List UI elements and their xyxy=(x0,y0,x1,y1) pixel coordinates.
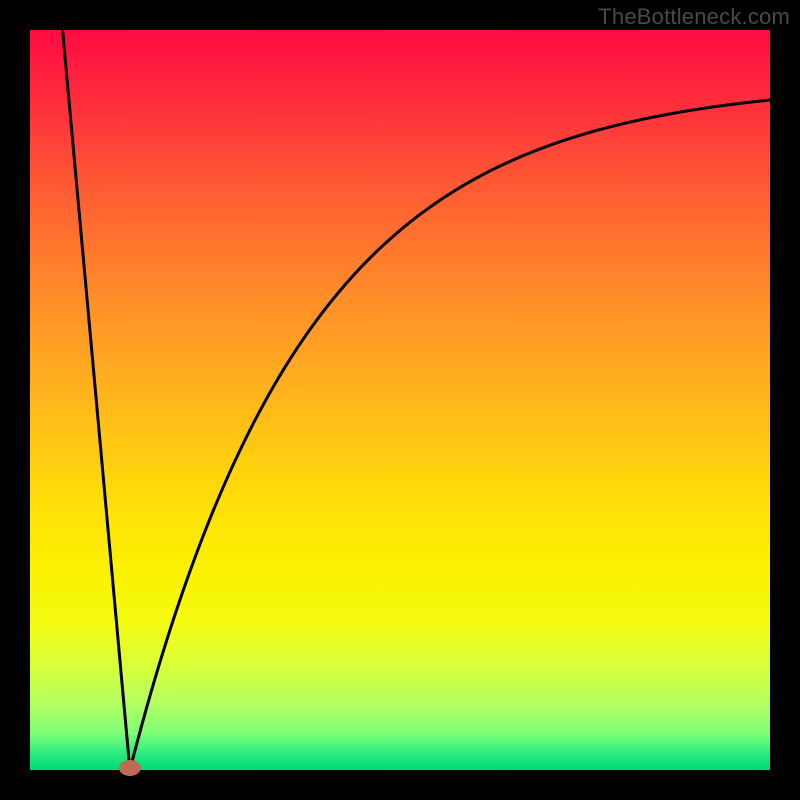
plot-background xyxy=(30,30,770,770)
chart-svg xyxy=(0,0,800,800)
bottleneck-chart xyxy=(0,0,800,800)
watermark-text: TheBottleneck.com xyxy=(598,4,790,30)
minimum-marker xyxy=(119,760,141,776)
